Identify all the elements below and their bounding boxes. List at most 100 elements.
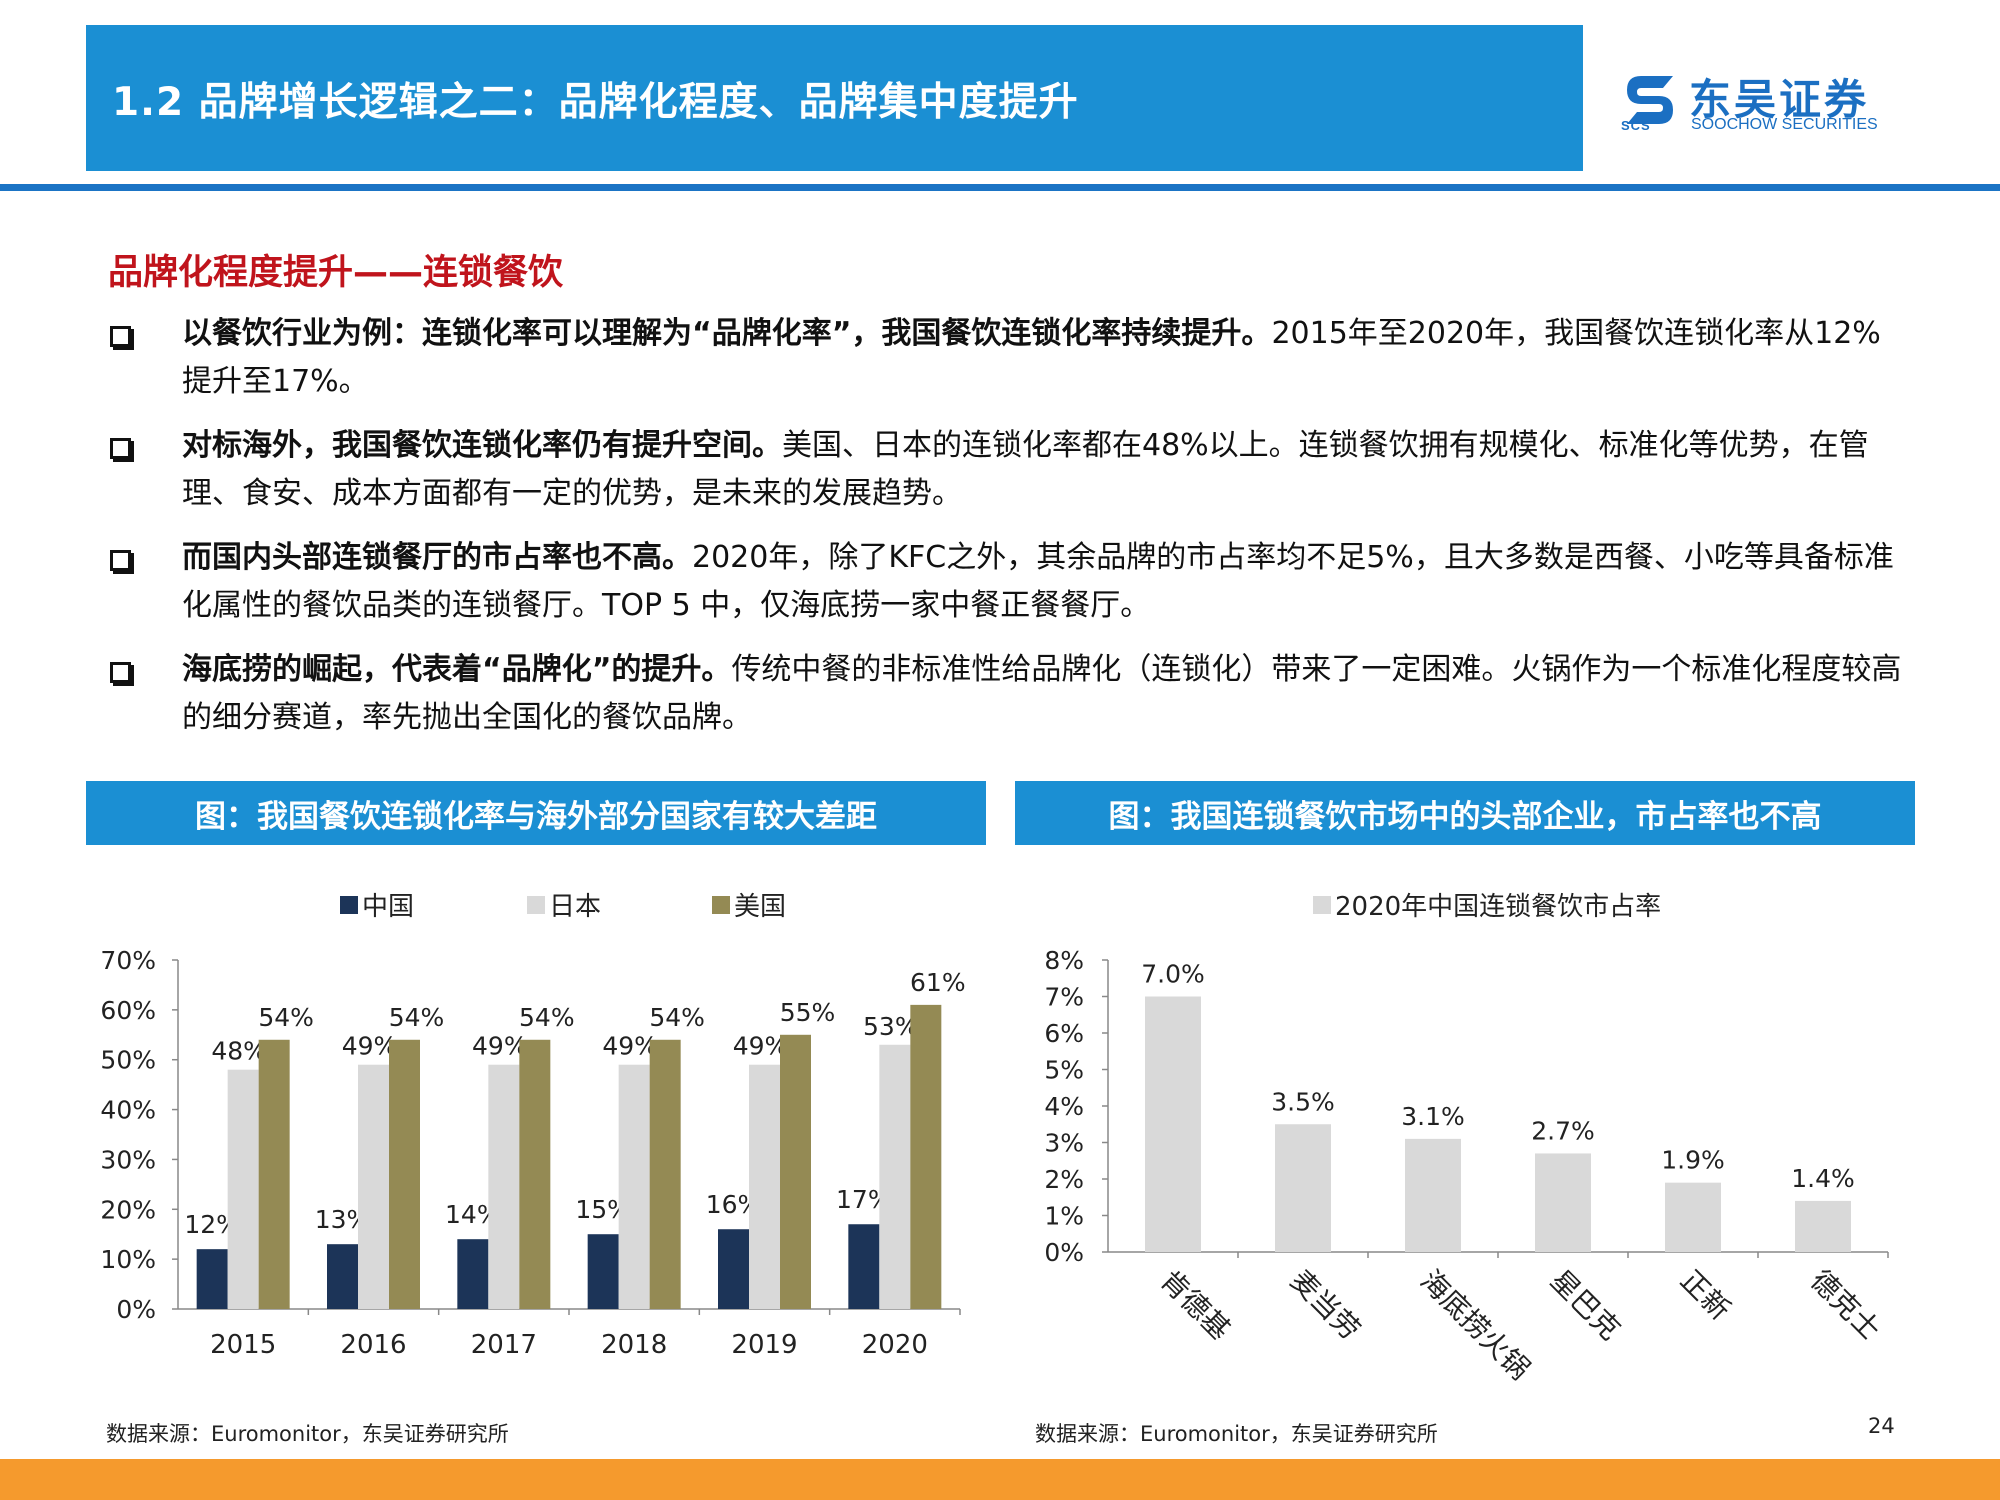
bar-美国 [910,1004,942,1309]
bar-中国 [848,1224,880,1309]
bar-中国 [327,1244,358,1309]
checkbox-bullet-icon [110,326,131,347]
x-tick-label: 肯德基 [1154,1264,1237,1347]
bullet-bold-text: 海底捞的崛起，代表着“品牌化”的提升。 [182,652,732,687]
y-tick-label: 5% [1044,1056,1084,1085]
bullet-text: 2020年，除了KFC之外，其余品牌的市占率均不足5%，且大多数是西餐、小吃等具… [182,540,1894,623]
bar-中国 [587,1234,619,1309]
bar-日本 [879,1044,911,1309]
data-label: 1.9% [1661,1146,1725,1175]
legend-swatch [712,896,730,914]
bullet-bold-text: 对标海外，我国餐饮连锁化率仍有提升空间。 [182,428,782,463]
bar-美国 [649,1039,681,1309]
title-bar: 1.2 品牌增长逻辑之二：品牌化程度、品牌集中度提升 [86,25,1583,171]
bullet-list: 以餐饮行业为例：连锁化率可以理解为“品牌化率”，我国餐饮连锁化率持续提升。201… [108,310,1908,758]
x-tick-label: 正新 [1674,1264,1737,1327]
x-tick-label: 2016 [340,1330,406,1360]
x-tick-label: 2019 [731,1330,797,1360]
legend-swatch [527,896,545,914]
footer-bar [0,1459,2000,1500]
bar-美国 [780,1034,811,1309]
company-logo: 东吴证券 SOOCHOW SECURITIES SCS [1615,68,1915,138]
legend-label: 美国 [734,892,786,922]
logo-icon [1627,76,1673,124]
bullet-text: 2015年至2020年，我国餐饮连锁化率从12%提升至17%。 [182,316,1881,399]
data-label: 7.0% [1141,960,1205,989]
bullet-text: 美国、日本的连锁化率都在48%以上。连锁餐饮拥有规模化、标准化等优势，在管理、食… [182,428,1869,511]
bar-market-share [1405,1138,1461,1252]
x-tick-label: 2018 [601,1330,667,1360]
y-tick-label: 2% [1044,1165,1084,1194]
y-tick-label: 30% [100,1145,156,1174]
legend-label: 中国 [362,892,414,922]
x-tick-label: 麦当劳 [1284,1264,1367,1347]
bar-日本 [618,1064,650,1309]
left-data-source: 数据来源：Euromonitor，东吴证券研究所 [106,1422,509,1446]
bullet-bold-text: 以餐饮行业为例：连锁化率可以理解为“品牌化率”，我国餐饮连锁化率持续提升。 [182,316,1272,351]
legend-swatch [340,896,358,914]
x-tick-label: 海底捞火锅 [1414,1264,1536,1386]
data-label: 3.5% [1271,1087,1335,1116]
data-label-日本: 48% [211,1037,267,1066]
y-tick-label: 40% [100,1096,156,1125]
section-heading: 品牌化程度提升——连锁餐饮 [108,253,564,293]
bar-美国 [258,1039,290,1309]
bar-日本 [749,1064,780,1309]
page-number: 24 [1868,1414,1895,1438]
legend-label: 日本 [549,892,601,922]
checkbox-bullet-icon [110,662,131,683]
data-label-日本: 49% [733,1032,789,1061]
logo-chinese-name: 东吴证券 [1689,75,1870,124]
bullet-item: 对标海外，我国餐饮连锁化率仍有提升空间。美国、日本的连锁化率都在48%以上。连锁… [108,422,1908,518]
y-tick-label: 0% [116,1295,156,1324]
y-tick-label: 0% [1044,1238,1084,1267]
data-label-美国: 61% [910,968,966,997]
bar-market-share [1145,996,1201,1252]
data-label-日本: 53% [863,1012,919,1041]
y-tick-label: 3% [1044,1129,1084,1158]
bar-美国 [519,1039,551,1309]
bar-market-share [1275,1124,1331,1252]
bullet-item: 海底捞的崛起，代表着“品牌化”的提升。传统中餐的非标准性给品牌化（连锁化）带来了… [108,646,1908,742]
data-label-美国: 54% [649,1003,705,1032]
bullet-bold-text: 而国内头部连锁餐厅的市占率也不高。 [182,540,692,575]
legend-label: 2020年中国连锁餐饮市占率 [1335,892,1661,922]
data-label-美国: 55% [780,998,836,1027]
bullet-item: 以餐饮行业为例：连锁化率可以理解为“品牌化率”，我国餐饮连锁化率持续提升。201… [108,310,1908,406]
y-tick-label: 50% [100,1046,156,1075]
y-tick-label: 7% [1044,983,1084,1012]
y-tick-label: 60% [100,996,156,1025]
data-label-日本: 49% [472,1032,528,1061]
page-title: 1.2 品牌增长逻辑之二：品牌化程度、品牌集中度提升 [112,80,1079,125]
data-label: 1.4% [1791,1164,1855,1193]
x-tick-label: 2017 [471,1330,537,1360]
bar-日本 [488,1064,520,1309]
y-tick-label: 6% [1044,1019,1084,1048]
logo-abbreviation: SCS [1621,118,1651,133]
bar-中国 [457,1239,489,1309]
bar-日本 [227,1069,259,1309]
bar-market-share [1535,1153,1591,1252]
data-label-日本: 49% [602,1032,658,1061]
bullet-text: 传统中餐的非标准性给品牌化（连锁化）带来了一定困难。火锅作为一个标准化程度较高的… [182,652,1902,735]
legend-swatch [1313,896,1331,914]
y-tick-label: 1% [1044,1202,1084,1231]
bar-market-share [1795,1200,1851,1252]
bar-market-share [1665,1182,1721,1252]
data-label-美国: 54% [389,1003,445,1032]
data-label-美国: 54% [258,1003,314,1032]
logo-english-name: SOOCHOW SECURITIES [1691,116,1878,133]
checkbox-bullet-icon [110,438,131,459]
x-tick-label: 2020 [862,1330,928,1360]
bar-中国 [718,1229,749,1309]
y-tick-label: 70% [100,946,156,975]
y-tick-label: 10% [100,1245,156,1274]
y-tick-label: 4% [1044,1092,1084,1121]
data-label: 3.1% [1401,1102,1465,1131]
data-label-日本: 49% [342,1032,398,1061]
bullet-item: 而国内头部连锁餐厅的市占率也不高。2020年，除了KFC之外，其余品牌的市占率均… [108,534,1908,630]
x-tick-label: 德克士 [1804,1264,1887,1347]
data-label-美国: 54% [519,1003,575,1032]
y-tick-label: 20% [100,1195,156,1224]
